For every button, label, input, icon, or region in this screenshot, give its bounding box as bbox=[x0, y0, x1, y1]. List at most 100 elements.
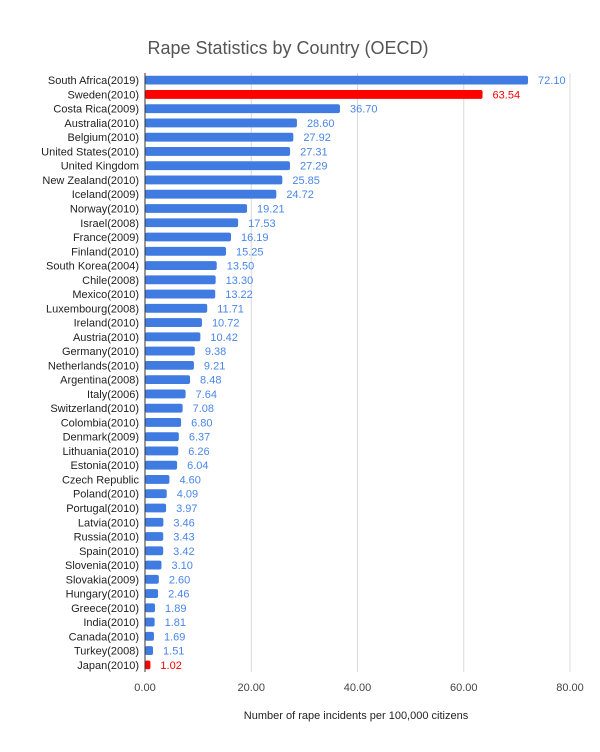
data-label: 16.19 bbox=[241, 232, 269, 244]
data-label: 10.72 bbox=[212, 318, 240, 330]
bar bbox=[145, 389, 186, 399]
data-label: 3.43 bbox=[173, 532, 194, 544]
bar bbox=[145, 232, 232, 242]
data-label: 13.30 bbox=[226, 275, 254, 287]
data-label: 3.10 bbox=[171, 560, 192, 572]
category-label: Japan(2010) bbox=[77, 660, 139, 672]
category-labels: South Africa(2019) Sweden(2010) Costa Rica… bbox=[41, 75, 139, 672]
bar bbox=[145, 489, 167, 499]
data-label: 13.50 bbox=[227, 261, 255, 273]
category-label: Greece(2010) bbox=[71, 603, 139, 615]
bar bbox=[145, 646, 154, 656]
bar bbox=[145, 75, 529, 85]
category-label: Belgium(2010) bbox=[67, 132, 139, 144]
category-label: Poland(2010) bbox=[73, 489, 139, 501]
data-label: 1.89 bbox=[165, 603, 186, 615]
category-label: Chile(2008) bbox=[82, 275, 139, 287]
category-label: New Zealand(2010) bbox=[42, 175, 139, 187]
category-label: Turkey(2008) bbox=[74, 646, 139, 658]
category-label: Portugal(2010) bbox=[66, 503, 139, 515]
bar bbox=[145, 631, 154, 641]
category-label: Finland(2010) bbox=[71, 246, 139, 258]
bar bbox=[145, 147, 291, 156]
data-label: 7.64 bbox=[196, 389, 217, 401]
bar bbox=[145, 375, 191, 385]
category-label: Netherlands(2010) bbox=[48, 360, 139, 372]
category-label: Luxembourg(2008) bbox=[46, 303, 139, 315]
category-label: Norway(2010) bbox=[70, 203, 139, 215]
data-label: 6.04 bbox=[187, 460, 208, 472]
bar bbox=[145, 118, 297, 128]
data-label: 72.10 bbox=[538, 75, 566, 87]
category-label: Germany(2010) bbox=[62, 346, 139, 358]
bar bbox=[145, 189, 277, 199]
data-label: 11.71 bbox=[217, 303, 244, 315]
bar bbox=[145, 503, 167, 513]
bar bbox=[145, 175, 283, 185]
category-label: Latvia(2010) bbox=[78, 517, 139, 529]
data-label: 2.60 bbox=[169, 574, 190, 586]
category-label: South Africa(2019) bbox=[48, 75, 139, 87]
bar bbox=[145, 460, 178, 470]
bar bbox=[145, 475, 170, 484]
bar bbox=[145, 360, 194, 370]
category-label: Argentina(2008) bbox=[60, 375, 139, 387]
bar bbox=[145, 246, 227, 256]
bar bbox=[145, 132, 294, 142]
bar bbox=[145, 204, 248, 213]
bar bbox=[145, 303, 208, 313]
bar bbox=[145, 532, 164, 541]
category-label: Lithuania(2010) bbox=[63, 446, 139, 458]
data-label: 24.72 bbox=[286, 189, 314, 201]
bar bbox=[145, 560, 162, 570]
category-label: Ireland(2010) bbox=[74, 318, 139, 330]
x-axis-label: Number of rape incidents per 100,000 cit… bbox=[244, 710, 469, 722]
data-label: 3.97 bbox=[176, 503, 197, 515]
bar bbox=[145, 517, 164, 527]
bar bbox=[145, 403, 183, 413]
bar bbox=[145, 546, 164, 556]
category-label: Costa Rica(2009) bbox=[53, 104, 139, 116]
bar bbox=[145, 574, 159, 584]
category-label: Colombia(2010) bbox=[61, 417, 139, 429]
data-label: 27.29 bbox=[300, 161, 328, 173]
bar bbox=[145, 104, 340, 114]
data-label: 10.42 bbox=[210, 332, 238, 344]
x-tick-labels: 0.00 20.00 40.00 60.00 80.00 bbox=[134, 682, 583, 694]
data-label: 2.46 bbox=[168, 589, 189, 601]
data-label: 1.81 bbox=[165, 617, 186, 629]
data-label: 9.21 bbox=[204, 360, 225, 372]
gridlines bbox=[250, 73, 571, 672]
data-label: 15.25 bbox=[236, 246, 264, 258]
category-label: Sweden(2010) bbox=[67, 89, 139, 101]
category-label: Spain(2010) bbox=[79, 546, 139, 558]
bar bbox=[145, 161, 290, 171]
data-label: 1.69 bbox=[164, 631, 185, 643]
category-label: Israel(2008) bbox=[80, 218, 139, 230]
value-labels: 72.10 63.54 36.70 28.60 27.92 27.31 27.29 25.85… bbox=[160, 75, 565, 672]
data-label: 1.02 bbox=[160, 660, 181, 672]
category-label: Denmark(2009) bbox=[63, 432, 139, 444]
category-label: Austria(2010) bbox=[73, 332, 139, 344]
bar bbox=[145, 432, 179, 442]
bar bbox=[145, 346, 195, 356]
bar bbox=[145, 417, 182, 427]
data-label: 1.51 bbox=[163, 646, 184, 658]
category-label: France(2009) bbox=[73, 232, 139, 244]
category-label: United Kingdom bbox=[61, 161, 139, 173]
category-label: Slovakia(2009) bbox=[66, 574, 139, 586]
category-label: Russia(2010) bbox=[74, 532, 139, 544]
category-label: Switzerland(2010) bbox=[50, 403, 139, 415]
chart-title: Rape Statistics by Country (OECD) bbox=[147, 38, 428, 58]
data-label: 7.08 bbox=[193, 403, 214, 415]
bars bbox=[145, 75, 529, 670]
category-label: Iceland(2009) bbox=[72, 189, 139, 201]
data-label: 3.46 bbox=[173, 517, 194, 529]
data-label: 4.09 bbox=[177, 489, 198, 501]
data-label: 63.54 bbox=[493, 89, 521, 101]
data-label: 17.53 bbox=[248, 218, 276, 230]
data-label: 6.80 bbox=[191, 417, 212, 429]
x-tick-label: 40.00 bbox=[344, 682, 372, 694]
bar bbox=[145, 289, 216, 299]
